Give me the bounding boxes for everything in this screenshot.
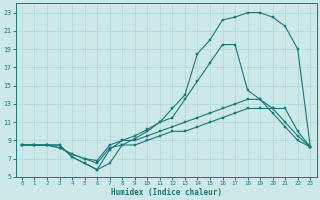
X-axis label: Humidex (Indice chaleur): Humidex (Indice chaleur)	[111, 188, 221, 197]
